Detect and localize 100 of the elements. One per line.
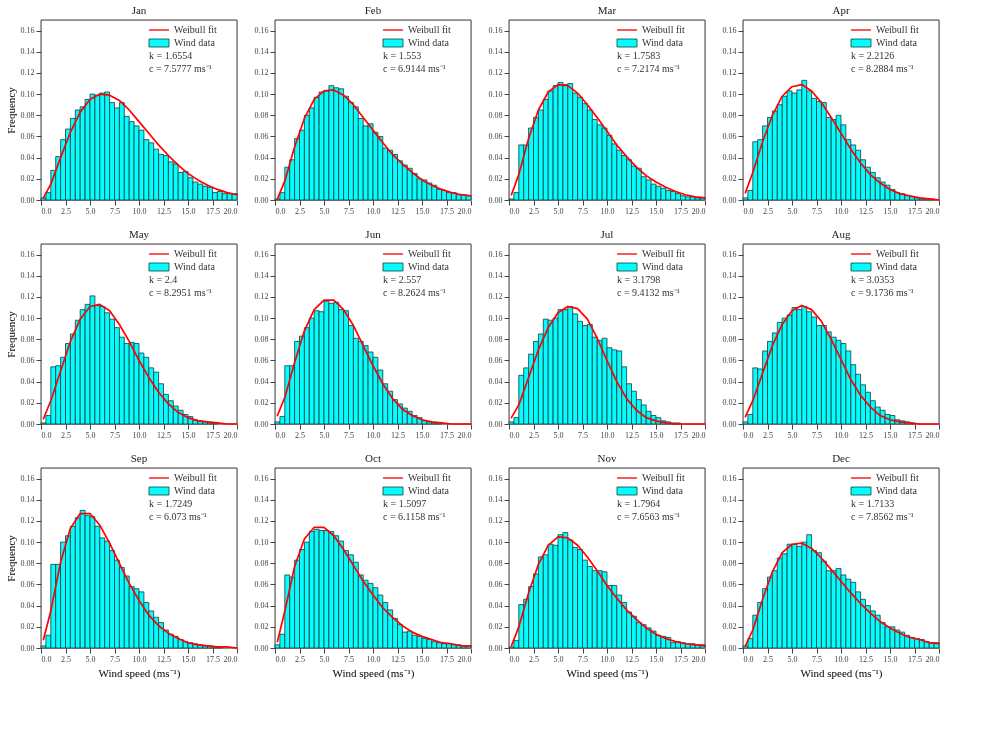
- annotation: c = 6.9144 ms⁻¹: [383, 63, 446, 74]
- x-tick-label: 15.0: [649, 206, 664, 216]
- legend-label: Wind data: [876, 37, 918, 48]
- y-tick-label: 0.04: [20, 377, 35, 387]
- y-tick-label: 0.02: [488, 398, 503, 408]
- legend-label: Wind data: [642, 485, 684, 496]
- y-tick-label: 0.00: [254, 195, 269, 205]
- y-tick-label: 0.14: [488, 495, 503, 505]
- y-tick-label: 0.00: [20, 419, 35, 429]
- y-tick-label: 0.16: [722, 250, 737, 260]
- x-tick-label: 2.5: [295, 430, 305, 440]
- y-tick-label: 0.10: [254, 313, 269, 323]
- x-tick-label: 5.0: [85, 206, 96, 216]
- x-tick-label: 0.0: [509, 206, 520, 216]
- annotation: c = 7.6563 ms⁻¹: [617, 511, 680, 522]
- y-tick-label: 0.12: [20, 68, 35, 78]
- y-tick-label: 0.00: [20, 643, 35, 653]
- x-tick-label: 0.0: [743, 206, 754, 216]
- chart-title: Jan: [131, 3, 147, 16]
- y-tick-label: 0.16: [254, 474, 269, 484]
- y-tick-label: 0.04: [722, 377, 737, 387]
- y-tick-label: 0.10: [722, 313, 737, 323]
- y-tick-label: 0.00: [488, 195, 503, 205]
- legend-label: Weibull fit: [174, 24, 218, 35]
- x-tick-label: 2.5: [763, 206, 773, 216]
- x-tick-label: 2.5: [763, 654, 773, 664]
- y-tick-label: 0.14: [20, 47, 35, 57]
- y-tick-label: 0.10: [488, 313, 503, 323]
- y-tick-label: 0.10: [722, 537, 737, 547]
- y-tick-label: 0.06: [254, 131, 269, 141]
- y-tick-label: 0.04: [254, 377, 269, 387]
- y-tick-label: 0.08: [20, 558, 35, 568]
- x-tick-label: 12.5: [859, 654, 873, 664]
- x-tick-label: 17.5: [206, 654, 220, 664]
- annotation: c = 7.2174 ms⁻¹: [617, 63, 680, 74]
- x-tick-label: 0.0: [509, 654, 520, 664]
- x-tick-label: 20.0: [457, 430, 472, 440]
- y-tick-label: 0.00: [722, 643, 737, 653]
- x-tick-label: 20.0: [457, 654, 472, 664]
- y-tick-label: 0.00: [488, 643, 503, 653]
- x-tick-label: 15.0: [415, 430, 430, 440]
- x-tick-label: 10.0: [366, 654, 381, 664]
- x-tick-label: 15.0: [415, 654, 430, 664]
- legend-label: Wind data: [174, 37, 216, 48]
- y-tick-label: 0.14: [254, 47, 269, 57]
- legend-label: Wind data: [408, 485, 450, 496]
- x-axis-title: Wind speed (ms⁻¹): [800, 666, 883, 680]
- x-tick-label: 20.0: [691, 430, 706, 440]
- annotation: c = 7.5777 ms⁻¹: [149, 63, 212, 74]
- y-tick-label: 0.04: [20, 153, 35, 163]
- x-tick-label: 5.0: [787, 430, 798, 440]
- x-tick-label: 17.5: [440, 654, 454, 664]
- chart-title: Oct: [365, 451, 381, 464]
- chart-title: Dec: [832, 451, 850, 464]
- y-tick-label: 0.16: [722, 474, 737, 484]
- x-tick-label: 12.5: [625, 654, 639, 664]
- y-tick-label: 0.06: [20, 131, 35, 141]
- x-tick-label: 20.0: [925, 654, 940, 664]
- x-tick-label: 15.0: [883, 654, 898, 664]
- chart-title: Nov: [597, 451, 617, 464]
- legend-label: Weibull fit: [174, 472, 218, 483]
- y-tick-label: 0.08: [722, 334, 737, 344]
- x-tick-label: 15.0: [181, 654, 196, 664]
- x-tick-label: 10.0: [834, 206, 849, 216]
- x-tick-label: 10.0: [834, 430, 849, 440]
- y-tick-label: 0.12: [20, 516, 35, 526]
- y-tick-label: 0.08: [254, 334, 269, 344]
- y-tick-label: 0.00: [488, 419, 503, 429]
- y-tick-label: 0.08: [488, 110, 503, 120]
- x-tick-label: 7.5: [578, 206, 588, 216]
- y-tick-label: 0.00: [722, 419, 737, 429]
- x-axis-title: Wind speed (ms⁻¹): [98, 666, 181, 680]
- y-tick-label: 0.12: [488, 68, 503, 78]
- x-tick-label: 20.0: [925, 206, 940, 216]
- x-tick-label: 5.0: [553, 206, 564, 216]
- annotation: c = 7.8562 ms⁻¹: [851, 511, 914, 522]
- y-tick-label: 0.08: [20, 334, 35, 344]
- legend-label: Weibull fit: [642, 24, 686, 35]
- x-tick-label: 7.5: [344, 654, 354, 664]
- x-tick-label: 20.0: [691, 206, 706, 216]
- y-tick-label: 0.14: [254, 495, 269, 505]
- x-tick-label: 7.5: [812, 430, 822, 440]
- x-tick-label: 2.5: [529, 206, 539, 216]
- x-tick-label: 5.0: [85, 430, 96, 440]
- y-tick-label: 0.10: [722, 89, 737, 99]
- x-tick-label: 10.0: [132, 654, 147, 664]
- annotation: k = 3.0353: [851, 274, 895, 285]
- x-tick-label: 17.5: [908, 430, 922, 440]
- x-tick-label: 2.5: [763, 430, 773, 440]
- y-tick-label: 0.06: [20, 579, 35, 589]
- y-tick-label: 0.02: [254, 174, 269, 184]
- y-tick-label: 0.16: [20, 26, 35, 36]
- x-tick-label: 2.5: [295, 206, 305, 216]
- chart-title: Mar: [597, 3, 617, 16]
- annotation: k = 1.7964: [617, 498, 661, 509]
- x-tick-label: 10.0: [600, 206, 615, 216]
- x-tick-label: 5.0: [319, 206, 330, 216]
- legend-label: Wind data: [876, 261, 918, 272]
- y-tick-label: 0.02: [488, 622, 503, 632]
- x-tick-label: 15.0: [649, 654, 664, 664]
